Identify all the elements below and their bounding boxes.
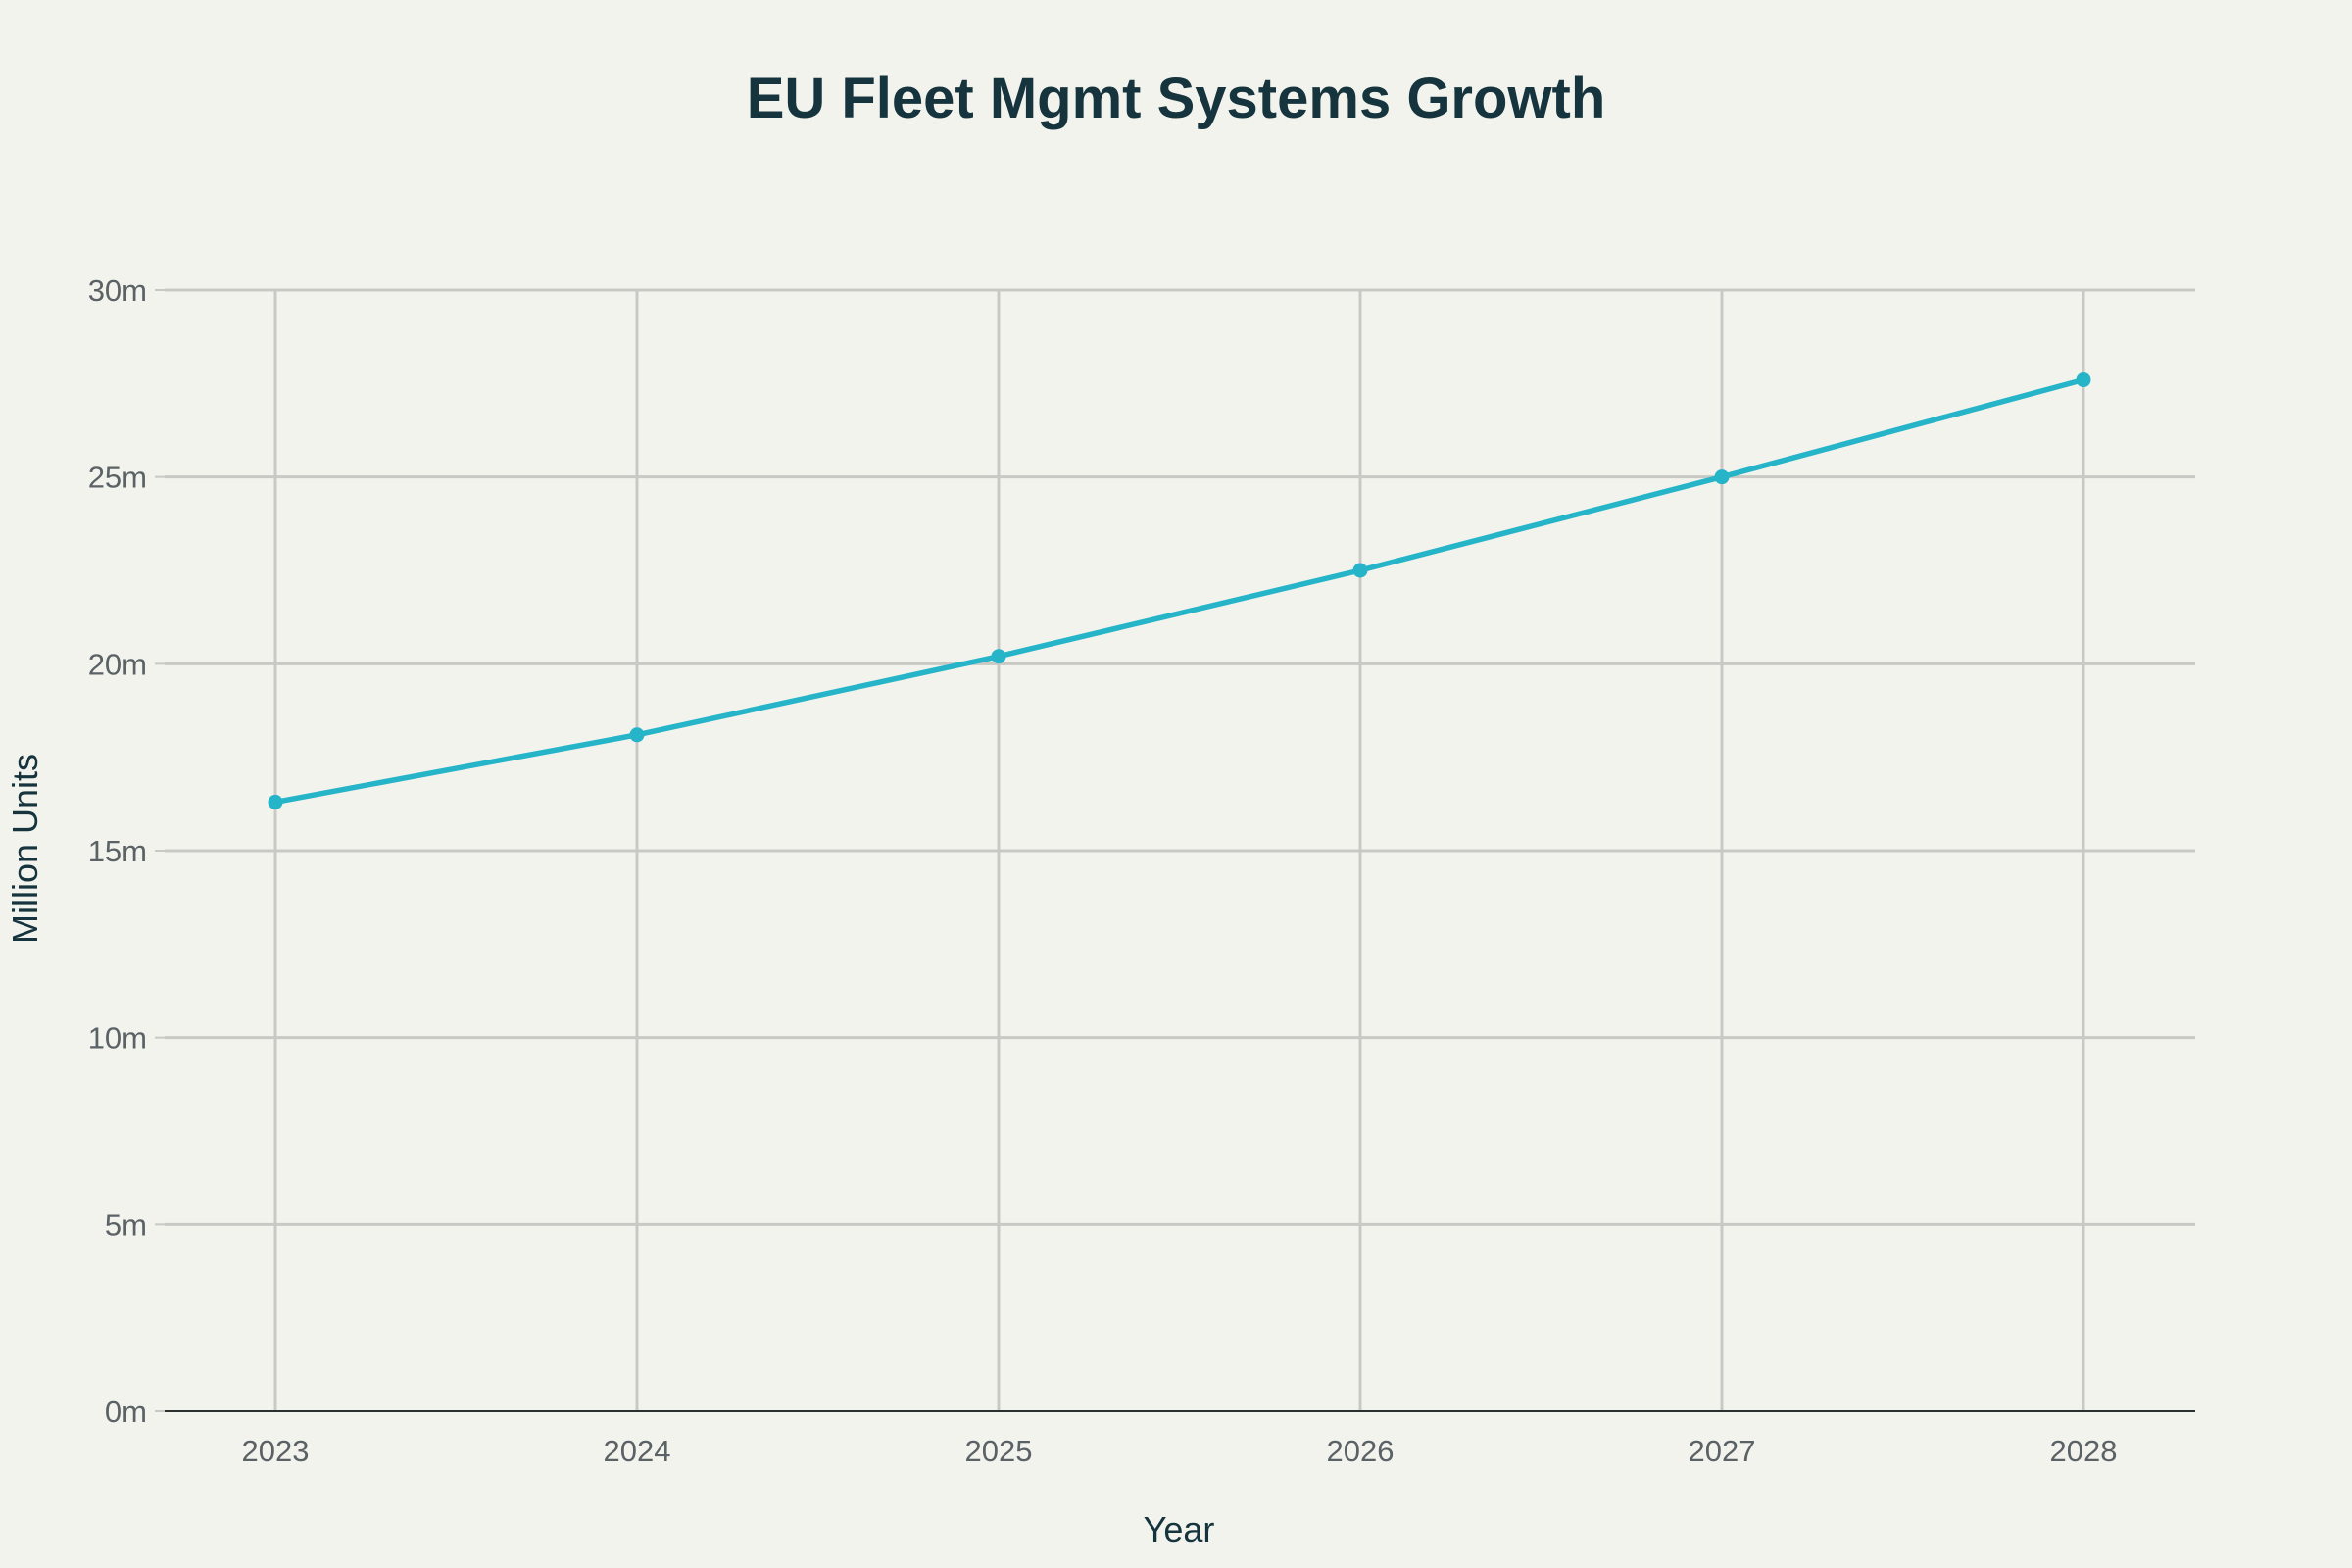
grid-layer (165, 288, 2195, 1411)
axis-layer: 0m 5m 10m 15m 20m 25m 30m 2023 2024 2025 2026 2027 2… (88, 273, 2195, 1468)
label-layer: EU Fleet Mgmt Systems Growth Year Millio… (5, 67, 1605, 1549)
data-point[interactable] (1714, 469, 1730, 485)
data-point[interactable] (1352, 563, 1368, 578)
x-axis-title: Year (1144, 1509, 1215, 1549)
chart-title: EU Fleet Mgmt Systems Growth (747, 67, 1606, 130)
x-tick-label: 2027 (1689, 1434, 1756, 1468)
data-point[interactable] (2076, 372, 2091, 388)
x-tick-label: 2025 (965, 1434, 1033, 1468)
x-tick-label: 2024 (604, 1434, 671, 1468)
y-tick-label: 25m (88, 461, 147, 495)
y-tick-label: 15m (88, 834, 147, 868)
x-tick-label: 2023 (242, 1434, 310, 1468)
data-point[interactable] (268, 794, 283, 809)
y-tick-label: 30m (88, 273, 147, 308)
y-tick-label: 5m (105, 1207, 147, 1242)
series-line (272, 376, 2086, 806)
y-tick-label: 10m (88, 1021, 147, 1055)
x-tick-label: 2028 (2050, 1434, 2118, 1468)
y-axis-title: Million Units (5, 754, 45, 944)
y-tick-label: 0m (105, 1395, 147, 1429)
y-tick-label: 20m (88, 647, 147, 681)
data-point[interactable] (991, 649, 1006, 664)
series-layer (268, 372, 2091, 809)
data-point[interactable] (629, 727, 645, 743)
x-tick-label: 2026 (1327, 1434, 1395, 1468)
